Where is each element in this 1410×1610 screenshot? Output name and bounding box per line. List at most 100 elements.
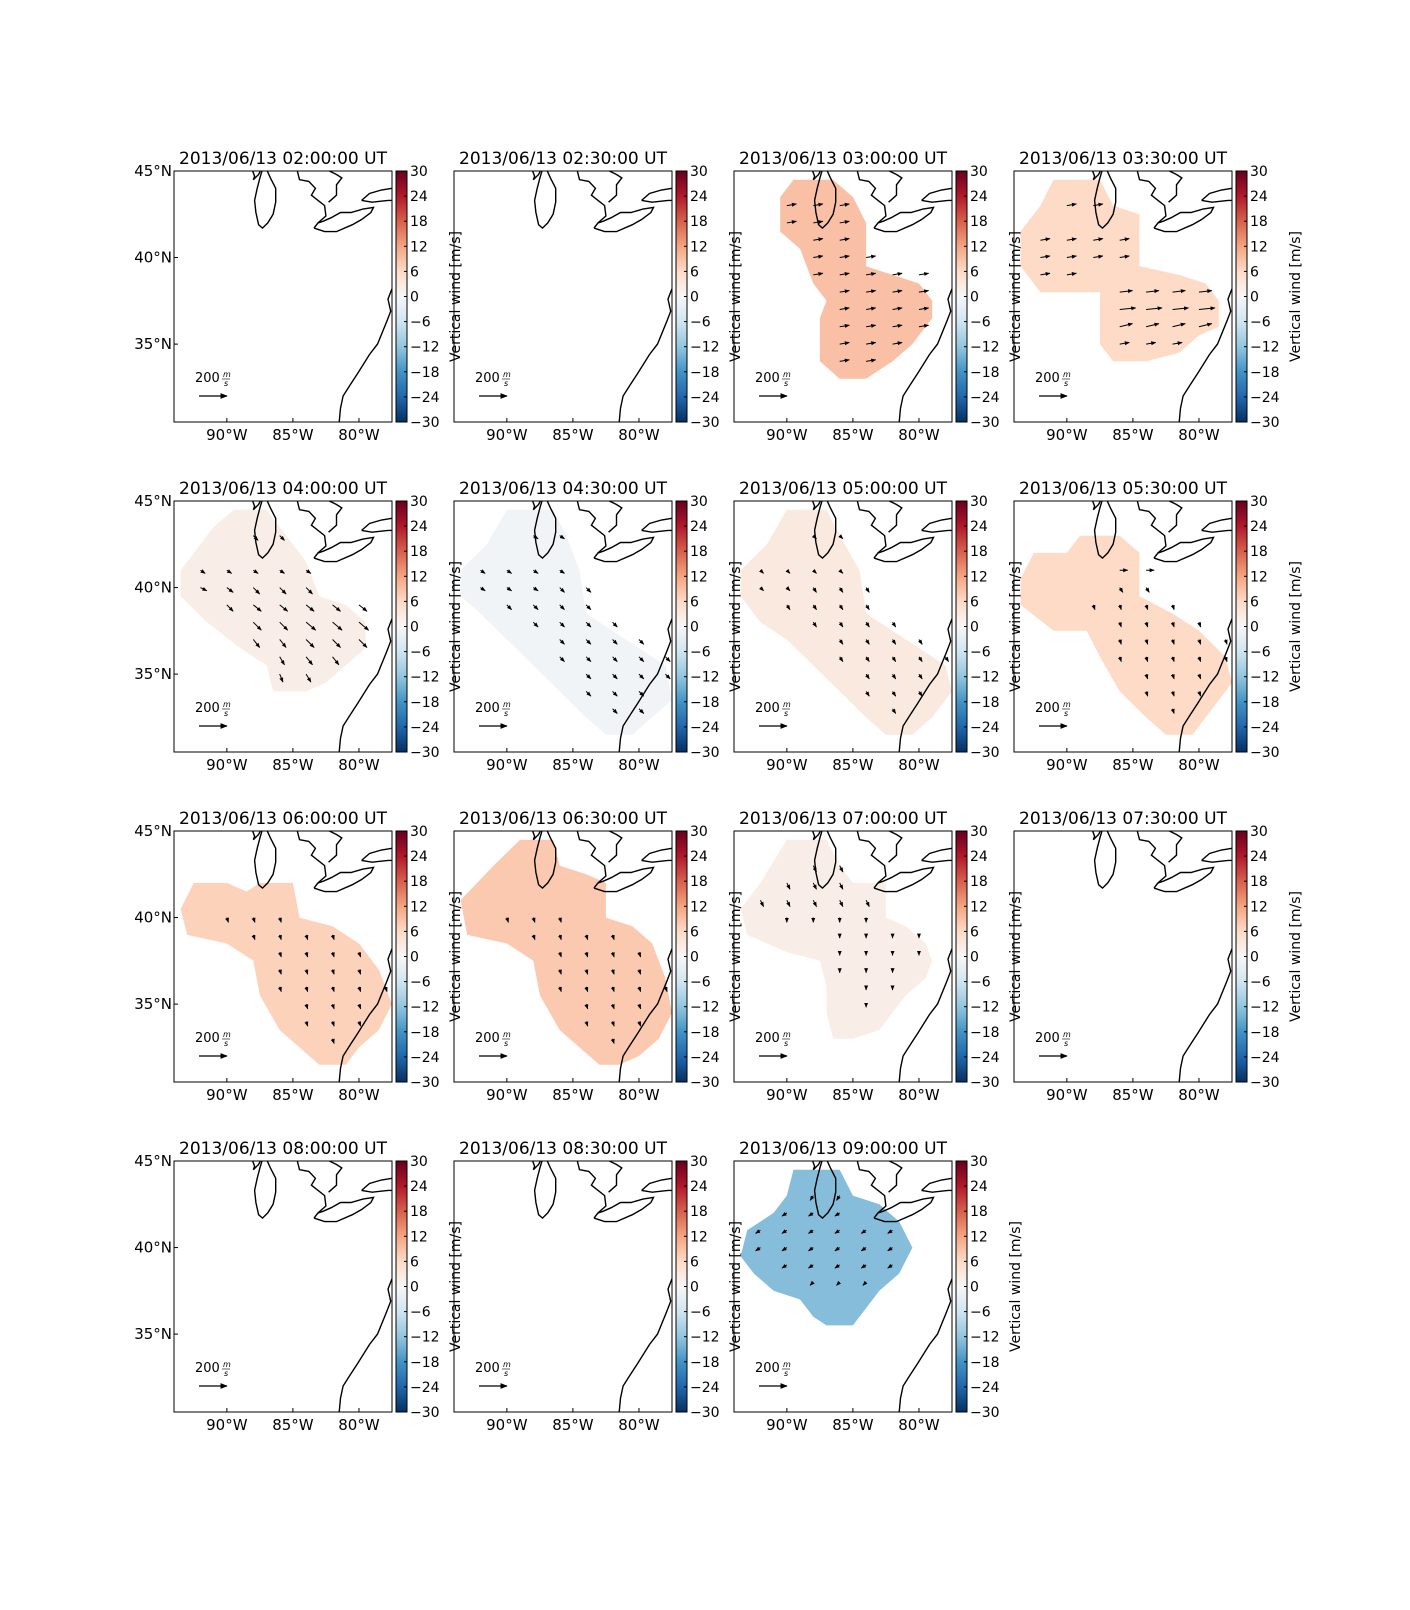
x-tick-label: 80°W bbox=[618, 756, 660, 774]
wind-vector bbox=[226, 587, 234, 593]
wind-vector bbox=[304, 986, 309, 993]
colorbar-tick-label: 12 bbox=[970, 899, 988, 915]
map-content bbox=[740, 501, 952, 752]
x-tick-label: 80°W bbox=[898, 1416, 940, 1434]
quiver-key-label: 200 bbox=[475, 1031, 500, 1046]
colorbar-tick-label: 30 bbox=[970, 824, 988, 840]
panel-title: 2013/06/13 02:00:00 UT bbox=[179, 149, 388, 169]
coastline bbox=[887, 501, 903, 533]
wind-vector bbox=[865, 639, 870, 645]
wind-vector bbox=[860, 1229, 867, 1234]
quiver-key-unit-num: m bbox=[503, 370, 511, 379]
wind-vector bbox=[304, 952, 309, 958]
wind-vector bbox=[836, 1195, 841, 1201]
wind-vector bbox=[610, 1003, 615, 1010]
wind-vector bbox=[584, 952, 589, 958]
coastline bbox=[921, 187, 952, 201]
coastline bbox=[361, 517, 392, 531]
wind-vector bbox=[892, 272, 903, 276]
colorbar-tick-label: 18 bbox=[970, 1204, 988, 1220]
map-panel: 2013/06/13 05:30:00 UT 200 ms 90°W 85°W 80°W 3… bbox=[1013, 479, 1304, 774]
wind-vector bbox=[839, 289, 850, 294]
wind-vector bbox=[809, 1280, 815, 1286]
wind-vector bbox=[811, 534, 817, 540]
wind-vector bbox=[1170, 673, 1175, 680]
wind-vector bbox=[532, 604, 539, 611]
x-tick-label: 80°W bbox=[338, 756, 380, 774]
wind-vector bbox=[808, 1246, 814, 1252]
colorbar-tick-label: −12 bbox=[970, 1000, 1000, 1016]
colorbar-tick-label: 18 bbox=[970, 544, 988, 560]
wind-vector bbox=[358, 604, 368, 612]
wind-vector bbox=[813, 237, 824, 242]
colorbar-tick-label: 24 bbox=[1250, 849, 1268, 865]
y-tick-label: 45°N bbox=[134, 1152, 172, 1170]
wind-vector bbox=[1117, 639, 1122, 645]
wind-vector bbox=[809, 1195, 815, 1201]
colorbar-tick-label: −6 bbox=[690, 1305, 711, 1321]
x-tick-label: 80°W bbox=[618, 426, 660, 444]
x-tick-label: 90°W bbox=[766, 1086, 808, 1104]
coastline bbox=[641, 529, 672, 533]
colorbar-tick-label: 24 bbox=[690, 1179, 708, 1195]
wind-vector bbox=[1198, 322, 1213, 328]
map-panel: 2013/06/13 08:00:00 UT 200 ms 90°W 85°W 80°W 4… bbox=[134, 1139, 464, 1434]
x-tick-label: 80°W bbox=[1178, 426, 1220, 444]
x-tick-label: 85°W bbox=[552, 426, 594, 444]
wind-vector bbox=[785, 586, 791, 592]
colorbar-tick-label: −12 bbox=[1250, 1000, 1280, 1016]
colorbar-tick-label: 30 bbox=[970, 1154, 988, 1170]
wind-vector bbox=[812, 882, 817, 890]
wind-vector bbox=[557, 986, 562, 993]
coastline bbox=[641, 1177, 672, 1191]
quiver-key-unit-num: m bbox=[783, 370, 791, 379]
wind-vector bbox=[866, 306, 877, 311]
wind-vector bbox=[891, 639, 897, 645]
colorbar-tick-label: 12 bbox=[690, 569, 708, 585]
wind-vector bbox=[838, 639, 844, 645]
wind-vector bbox=[610, 1021, 615, 1027]
coastline bbox=[1153, 206, 1215, 233]
coastline bbox=[313, 866, 375, 893]
map-content bbox=[460, 501, 672, 752]
coastline bbox=[898, 948, 952, 1082]
coastline bbox=[251, 831, 262, 841]
colorbar-tick-label: −18 bbox=[970, 695, 1000, 711]
wind-vector bbox=[279, 569, 285, 574]
wind-vector bbox=[1066, 202, 1077, 207]
coastline bbox=[618, 1278, 672, 1412]
colorbar-tick-label: 30 bbox=[1250, 824, 1268, 840]
quiver-key-unit-num: m bbox=[783, 1030, 791, 1039]
x-tick-label: 85°W bbox=[272, 1086, 314, 1104]
wind-vector bbox=[637, 1021, 642, 1027]
colorbar-tick-label: 0 bbox=[690, 1280, 699, 1296]
map-panel: 2013/06/13 03:30:00 UT 200 ms 90°W 85°W 80°W 3… bbox=[1013, 149, 1304, 444]
colorbar-tick-label: −6 bbox=[970, 645, 991, 661]
coastline bbox=[811, 171, 822, 181]
y-tick-label: 45°N bbox=[134, 822, 172, 840]
y-tick-label: 35°N bbox=[134, 1325, 172, 1343]
coastline bbox=[361, 859, 392, 863]
colorbar-tick-label: 18 bbox=[410, 874, 428, 890]
colorbar-tick-label: −12 bbox=[410, 1330, 440, 1346]
coastline bbox=[361, 529, 392, 533]
wind-vector bbox=[1172, 322, 1186, 328]
coastline bbox=[811, 501, 822, 511]
quiver-key-unit-den: s bbox=[224, 709, 228, 718]
wind-vector bbox=[304, 1003, 309, 1010]
coastline bbox=[1178, 288, 1232, 422]
wind-vector bbox=[1119, 289, 1133, 294]
colorbar-tick-label: 6 bbox=[690, 264, 699, 280]
x-tick-label: 90°W bbox=[1046, 426, 1088, 444]
y-tick-label: 40°N bbox=[134, 909, 172, 927]
map-panel: 2013/06/13 07:30:00 UT 200 ms 90°W 85°W 80°W 3… bbox=[1013, 809, 1304, 1104]
wind-vector bbox=[813, 272, 824, 276]
wind-vector bbox=[808, 1263, 814, 1269]
colorbar-label: Vertical wind [m/s] bbox=[1008, 1221, 1024, 1352]
colorbar-tick-label: −30 bbox=[690, 415, 720, 431]
colorbar-tick-label: −6 bbox=[410, 1305, 431, 1321]
wind-vector bbox=[532, 569, 539, 574]
quiver-key-unit-den: s bbox=[1064, 1039, 1068, 1048]
wind-vector bbox=[892, 323, 903, 328]
